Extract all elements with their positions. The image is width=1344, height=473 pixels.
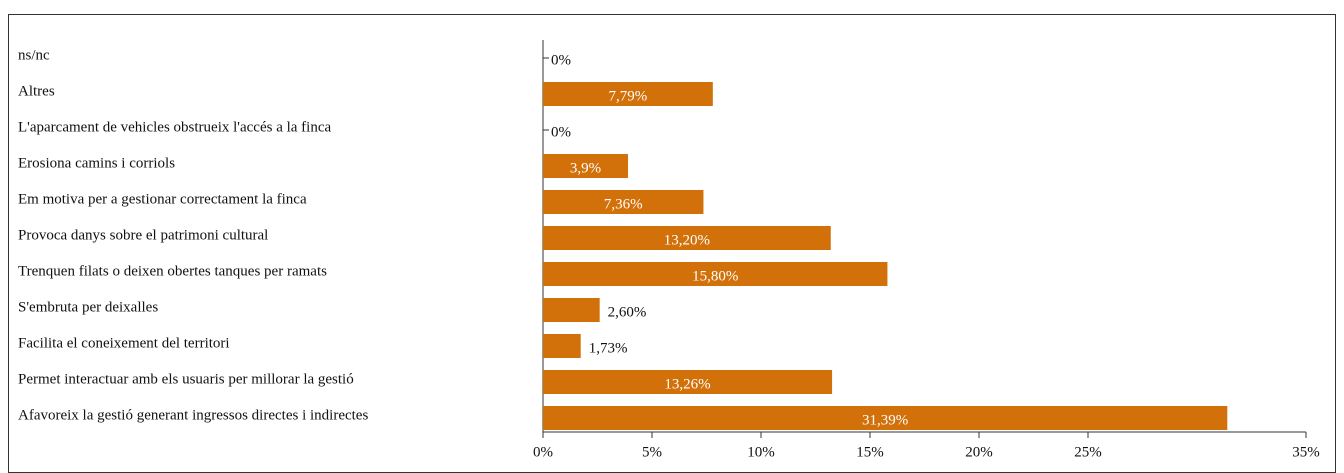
x-tick-label: 5%	[642, 444, 662, 460]
x-tick-label: 0%	[533, 444, 553, 460]
y-tick-label: S'embruta per deixalles	[18, 299, 158, 315]
y-tick-label: Erosiona camins i corriols	[18, 155, 175, 171]
y-tick-label: Afavoreix la gestió generant ingressos d…	[18, 407, 368, 423]
bar	[543, 334, 581, 358]
x-tick-label: 35%	[1292, 444, 1320, 460]
y-tick-label: Altres	[18, 83, 55, 99]
data-label: 15,80%	[692, 268, 738, 284]
bar	[543, 226, 831, 250]
data-label: 7,36%	[604, 196, 643, 212]
x-tick-label: 25%	[1074, 444, 1102, 460]
x-tick-label: 20%	[965, 444, 993, 460]
data-label: 3,9%	[570, 160, 601, 176]
bar	[543, 262, 888, 286]
bar	[543, 154, 629, 178]
data-label: 1,73%	[589, 340, 628, 356]
x-tick-label: 15%	[856, 444, 884, 460]
y-tick-label: ns/nc	[18, 47, 50, 63]
y-tick-label: Permet interactuar amb els usuaris per m…	[18, 371, 354, 387]
data-label: 13,26%	[664, 376, 710, 392]
data-label: 7,79%	[609, 88, 648, 104]
data-label: 2,60%	[608, 304, 647, 320]
bar	[543, 406, 1228, 430]
x-tick-label: 10%	[747, 444, 775, 460]
data-label: 0%	[551, 124, 571, 140]
data-label: 0%	[551, 52, 571, 68]
y-tick-label: Em motiva per a gestionar correctament l…	[18, 191, 307, 207]
data-label: 13,20%	[664, 232, 710, 248]
y-tick-label: Trenquen filats o deixen obertes tanques…	[18, 263, 327, 279]
y-tick-label: Provoca danys sobre el patrimoni cultura…	[18, 227, 268, 243]
y-tick-label: L'aparcament de vehicles obstrueix l'acc…	[18, 119, 332, 135]
y-tick-label: Facilita el coneixement del territori	[18, 335, 230, 351]
bar	[543, 82, 713, 106]
bar	[543, 298, 600, 322]
bar	[543, 370, 833, 394]
bar	[543, 190, 704, 214]
data-label: 31,39%	[862, 412, 908, 428]
